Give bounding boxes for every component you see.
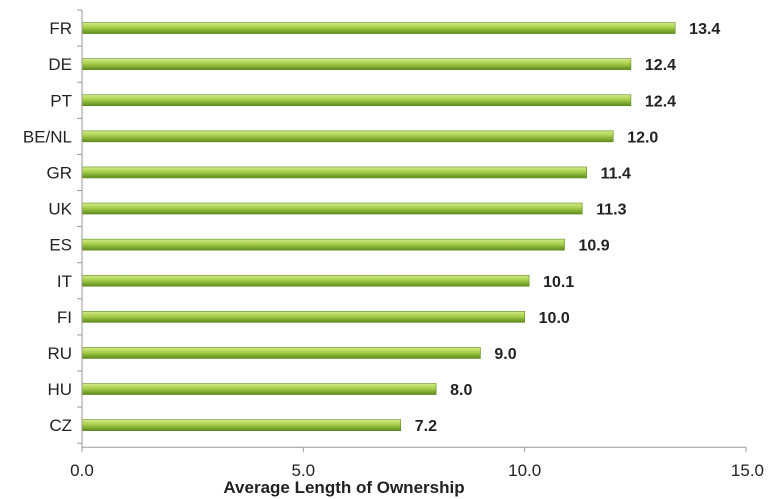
value-label: 10.1	[543, 274, 574, 291]
category-label: BE/NL	[23, 127, 72, 146]
value-label: 11.4	[601, 165, 631, 182]
value-label: 12.4	[645, 57, 676, 74]
bar-ru	[81, 347, 481, 359]
category-label: FR	[49, 19, 72, 38]
value-label: 8.0	[450, 382, 472, 399]
category-label: IT	[57, 272, 72, 291]
bar-cz	[81, 419, 402, 431]
x-tick-label: 15.0	[731, 461, 764, 480]
bar-fr	[81, 22, 676, 34]
category-label: FI	[57, 308, 72, 327]
bar-hu	[81, 383, 437, 395]
value-label: 12.0	[627, 129, 658, 146]
bar-de	[81, 58, 632, 70]
category-label: GR	[47, 163, 73, 182]
x-axis-title: Average Length of Ownership	[223, 478, 464, 497]
category-label: ES	[49, 236, 72, 255]
bar-it	[81, 274, 530, 287]
category-label: RU	[47, 344, 72, 363]
value-label: 7.2	[415, 418, 437, 435]
bar-gr	[81, 166, 587, 179]
value-label: 12.4	[645, 93, 676, 110]
value-label: 13.4	[689, 21, 720, 38]
category-label: HU	[47, 380, 72, 399]
x-axis-ticks: 0.0 5.0 10.0 15.0	[70, 9, 764, 480]
bar-uk	[81, 202, 583, 215]
bar-pt	[81, 94, 632, 107]
category-label: DE	[48, 55, 72, 74]
category-label: PT	[50, 91, 72, 110]
value-label: 9.0	[494, 346, 516, 363]
bar-be-nl	[81, 130, 614, 143]
x-tick-label: 0.0	[70, 461, 94, 480]
bars-group	[81, 22, 676, 431]
category-label: CZ	[49, 416, 72, 435]
bar-es	[81, 238, 565, 251]
x-tick-label: 5.0	[292, 461, 316, 480]
value-labels: 13.4 12.4 12.4 12.0 11.4 11.3 10.9 10.1 10.0 9.0 8…	[415, 21, 721, 435]
bar-fi	[81, 311, 525, 323]
value-label: 10.0	[539, 310, 570, 327]
value-label: 10.9	[579, 238, 610, 255]
x-tick-label: 10.0	[508, 461, 541, 480]
category-labels: FR DE PT BE/NL GR UK ES IT FI RU HU CZ	[23, 19, 73, 435]
category-label: UK	[48, 200, 72, 219]
value-label: 11.3	[596, 202, 626, 219]
